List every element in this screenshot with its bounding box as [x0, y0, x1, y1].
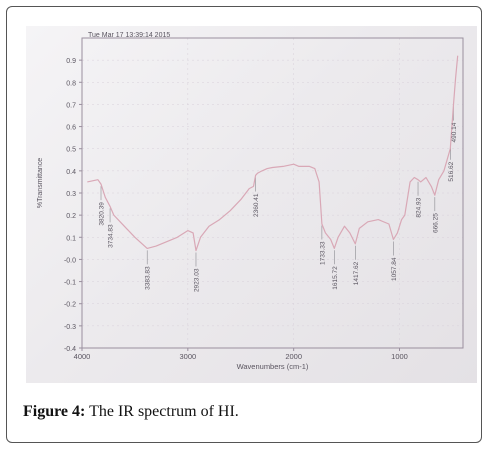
y-tick-label: 0.2	[66, 213, 76, 220]
y-tick-label: -0.3	[64, 324, 76, 331]
ir-spectrum-chart: 0.9 0.8 0.7 0.6 0.5 0.4 0.3 0.2 0.1 -0.0 -0.1 -0.2 -…	[37, 32, 464, 371]
x-tick-label: 3000	[179, 352, 196, 361]
peak-label: 516.62	[448, 161, 455, 181]
figure-caption: Figure 4: The IR spectrum of HI.	[23, 403, 239, 421]
peak-label: 1733.33	[319, 241, 326, 265]
chart-title: Tue Mar 17 13:39:14 2015	[88, 32, 170, 39]
y-tick-label: 0.7	[66, 102, 76, 109]
y-tick-label: -0.2	[64, 302, 76, 309]
x-tick-label: 2000	[285, 352, 302, 361]
y-tick-label: -0.0	[64, 257, 76, 264]
y-axis-label: %Transmittance	[37, 158, 44, 208]
x-tick-label: 1000	[391, 352, 408, 361]
figure-frame: 0.9 0.8 0.7 0.6 0.5 0.4 0.3 0.2 0.1 -0.0 -0.1 -0.2 -…	[6, 6, 482, 443]
peak-label: 3820.39	[99, 202, 106, 226]
y-tick-label: 0.1	[66, 235, 76, 242]
y-tick-label: 0.6	[66, 125, 76, 132]
caption-label: Figure 4:	[23, 403, 86, 420]
y-tick-label: 0.3	[66, 191, 76, 198]
y-tick-label: 0.8	[66, 80, 76, 87]
y-tick-label: -0.1	[64, 280, 76, 287]
peak-label: 1615.72	[332, 266, 339, 290]
peak-label: 1417.62	[353, 261, 360, 285]
chart-photo: 0.9 0.8 0.7 0.6 0.5 0.4 0.3 0.2 0.1 -0.0 -0.1 -0.2 -…	[26, 26, 477, 383]
y-tick-label: 0.5	[66, 147, 76, 154]
peak-label: 1057.84	[391, 257, 398, 281]
peak-label: 2360.41	[253, 193, 260, 217]
peak-label: 490.14	[451, 122, 458, 142]
y-tick-label: 0.4	[66, 169, 76, 176]
peak-label: 3734.83	[108, 224, 115, 248]
peak-label: 3383.83	[145, 266, 152, 290]
caption-text: The IR spectrum of HI.	[85, 403, 239, 420]
x-tick-label: 4000	[74, 352, 91, 361]
x-axis-label: Wavenumbers (cm-1)	[237, 362, 309, 371]
spectrum-line	[87, 55, 459, 252]
y-tick-label: 0.9	[66, 58, 76, 65]
peak-label: 824.93	[416, 197, 423, 217]
peak-label: 666.25	[432, 213, 439, 233]
peak-label: 2923.03	[193, 268, 200, 292]
y-tick-label: -0.4	[64, 346, 76, 353]
